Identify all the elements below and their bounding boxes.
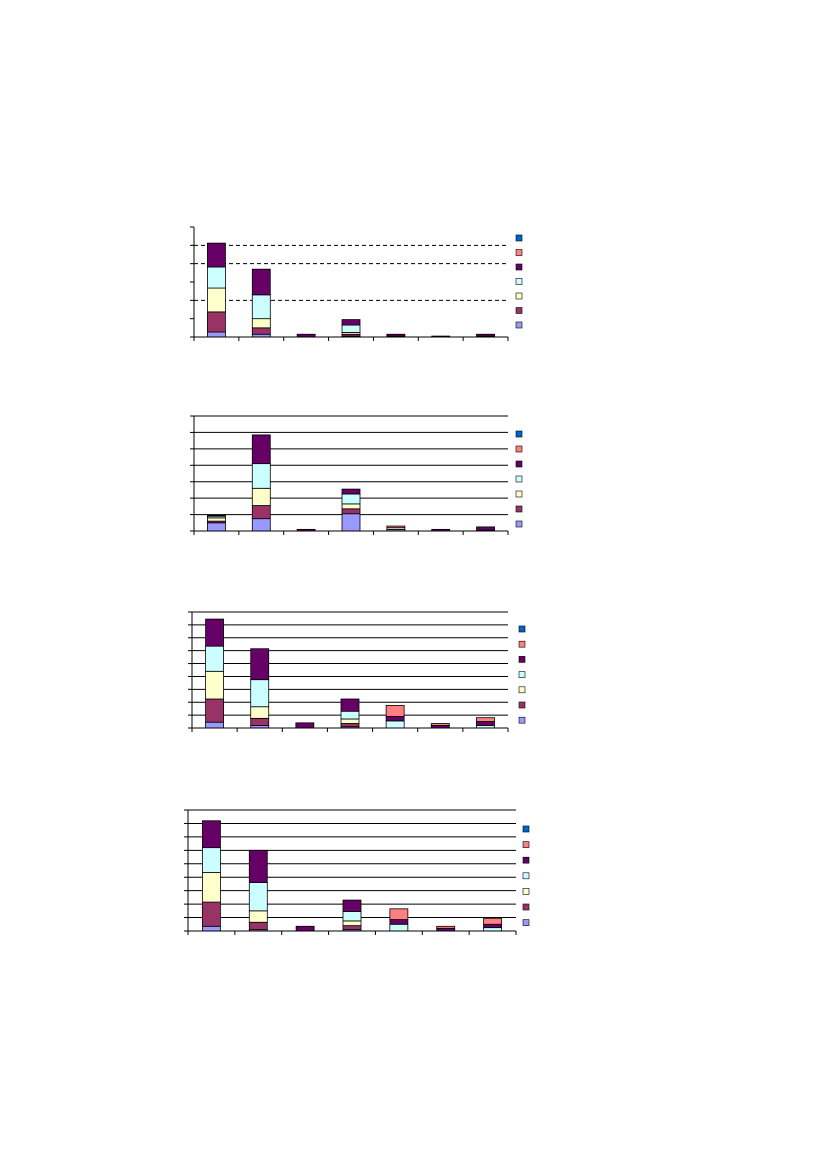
bar-segment	[248, 910, 268, 923]
bar-segment	[483, 927, 502, 932]
bar-segment	[340, 723, 360, 728]
bar-segment	[202, 901, 221, 927]
legend-swatch	[515, 430, 523, 438]
bar-segment	[251, 487, 271, 506]
bar-segment	[341, 508, 361, 515]
bar-segment	[202, 872, 221, 903]
bar-segment	[207, 517, 226, 522]
legend-swatch	[518, 640, 526, 648]
bar-segment	[251, 463, 271, 489]
legend-swatch	[515, 520, 523, 528]
legend-swatch	[515, 292, 523, 300]
bar-segment	[430, 723, 450, 726]
bar-segment	[476, 721, 495, 726]
bar-segment	[483, 923, 502, 929]
bar-segment	[248, 921, 268, 931]
bar-segment	[205, 645, 224, 672]
bar-segment	[389, 908, 409, 920]
bar-segment	[341, 493, 361, 505]
bar-segment	[389, 923, 409, 932]
legend-swatch	[518, 686, 526, 694]
bar-segment	[386, 525, 406, 529]
bar-segment	[251, 318, 271, 329]
bar-segment	[251, 505, 271, 520]
bar-segment	[205, 618, 224, 647]
bar-segment	[202, 925, 221, 932]
legend-swatch	[515, 307, 523, 314]
legend-swatch	[515, 263, 523, 271]
bar-segment	[341, 513, 361, 532]
legend-swatch	[515, 445, 523, 453]
legend-swatch	[515, 475, 523, 483]
bar-segment	[476, 717, 495, 722]
bar-segment	[483, 917, 502, 925]
bar-segment	[341, 324, 361, 333]
bar-segment	[342, 920, 362, 927]
bar-segment	[476, 333, 495, 337]
legend-swatch	[515, 490, 523, 498]
bar-segment	[251, 294, 271, 320]
bar-segment	[207, 331, 226, 338]
bar-segment	[202, 820, 221, 849]
legend-swatch	[518, 701, 526, 709]
bar-segment	[205, 698, 224, 723]
bar-segment	[340, 698, 360, 712]
legend-swatch	[522, 856, 530, 864]
bar-segment	[248, 849, 268, 883]
bar-segment	[207, 266, 226, 289]
bar-segment	[385, 720, 405, 729]
bar-segment	[251, 518, 271, 532]
legend-swatch	[515, 505, 523, 513]
bar-segment	[340, 710, 360, 720]
legend-swatch	[515, 321, 523, 329]
bar-segment	[251, 327, 271, 335]
bar-segment	[341, 319, 361, 326]
bar-segment	[207, 242, 226, 268]
bar-segment	[436, 925, 456, 929]
bar-segment	[250, 648, 270, 681]
bar-segment	[250, 679, 270, 708]
bar-segment	[385, 716, 405, 722]
legend-swatch	[522, 825, 530, 833]
legend-swatch	[522, 903, 530, 911]
legend-swatch	[515, 278, 523, 285]
bar-segment	[202, 847, 221, 873]
bar-segment	[386, 333, 406, 337]
bar-segment	[389, 919, 409, 925]
legend-swatch	[522, 888, 530, 895]
bar-segment	[248, 882, 268, 912]
legend-swatch	[522, 841, 530, 848]
legend-swatch	[522, 872, 530, 880]
bar-segment	[342, 899, 362, 912]
bar-segment	[341, 488, 361, 495]
bar-segment	[207, 311, 226, 333]
bar-segment	[207, 522, 226, 532]
bar-segment	[341, 503, 361, 510]
bar-segment	[385, 705, 405, 717]
legend-swatch	[518, 656, 526, 663]
bar-segment	[342, 911, 362, 922]
bar-segment	[340, 718, 360, 724]
bar-segment	[295, 925, 315, 932]
bar-segment	[295, 722, 315, 729]
legend-swatch	[518, 716, 526, 724]
bar-segment	[251, 268, 271, 296]
bar-segment	[205, 721, 224, 729]
bar-segment	[250, 706, 270, 719]
bar-segment	[207, 287, 226, 313]
bar-segment	[342, 925, 362, 931]
legend-swatch	[515, 234, 523, 242]
bar-segment	[251, 434, 271, 465]
bar-segment	[476, 526, 495, 531]
legend-swatch	[522, 919, 530, 926]
bar-segment	[250, 717, 270, 726]
legend-swatch	[518, 671, 526, 678]
legend-swatch	[518, 625, 526, 633]
bar-segment	[207, 514, 226, 517]
legend-swatch	[515, 249, 523, 256]
legend-swatch	[515, 460, 523, 468]
bar-segment	[205, 670, 224, 700]
